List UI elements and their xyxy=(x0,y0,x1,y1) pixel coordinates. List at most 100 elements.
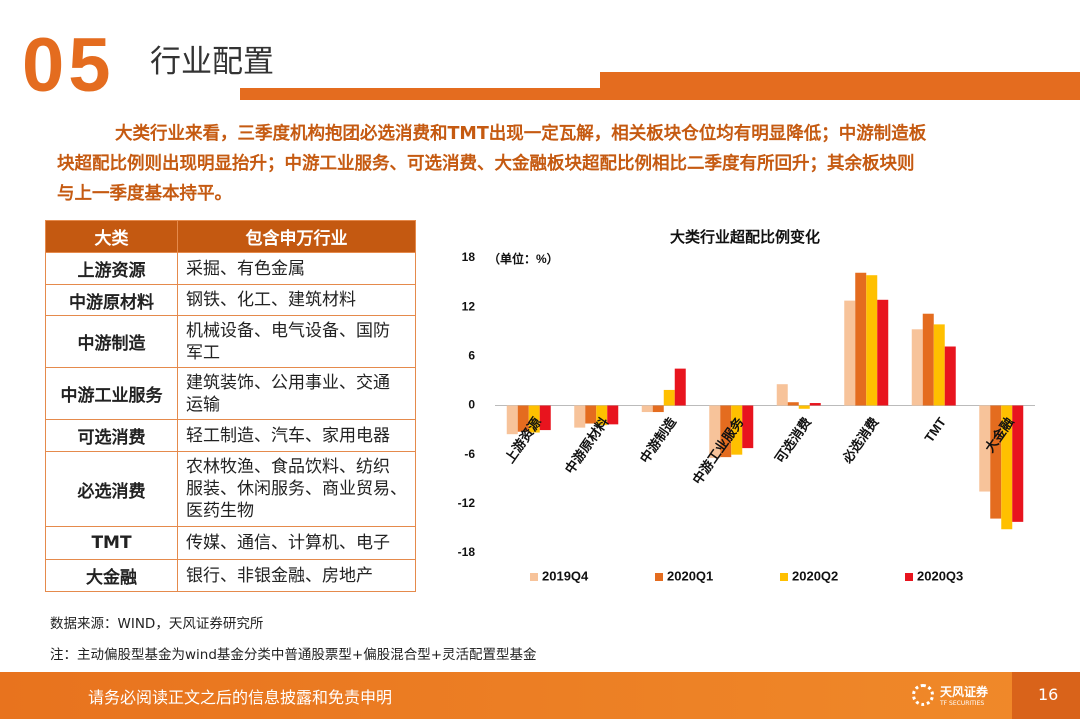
category-cell: 中游工业服务 xyxy=(45,367,178,420)
bar xyxy=(663,389,675,406)
industries-cell: 采掘、有色金属 xyxy=(177,252,416,285)
bar xyxy=(506,405,518,435)
industries-cell: 机械设备、电气设备、国防 军工 xyxy=(177,315,416,368)
cell-line: 军工 xyxy=(186,342,220,363)
legend-swatch xyxy=(655,573,663,581)
bar xyxy=(517,405,529,432)
title-bar xyxy=(600,72,1080,100)
y-tick-label: -12 xyxy=(458,496,476,510)
bar xyxy=(720,405,732,458)
category-cell: 可选消费 xyxy=(45,419,178,452)
logo-text: 天风证券 xyxy=(940,685,989,699)
cell-line: 服装、休闲服务、商业贸易、 xyxy=(186,479,407,499)
bar xyxy=(990,405,1002,519)
x-tick-label: 中游原材料 xyxy=(562,415,612,477)
legend-swatch xyxy=(780,573,788,581)
bar xyxy=(844,300,856,406)
cell-line: 机械设备、电气设备、国防 xyxy=(186,320,390,341)
industries-cell: 钢铁、化工、建筑材料 xyxy=(177,284,416,316)
bar xyxy=(742,405,754,449)
table: 大类 包含申万行业 上游资源 采掘、有色金属 中游原材料 钢铁、化工、建筑材料 中游制造机… xyxy=(45,220,416,592)
legend-label: 2020Q3 xyxy=(917,568,963,583)
bar xyxy=(607,405,619,425)
bar xyxy=(574,405,586,428)
category-cell: TMT xyxy=(45,526,178,560)
bar xyxy=(922,313,934,406)
logo-icon xyxy=(912,684,934,706)
category-cell: 中游原材料 xyxy=(45,284,178,316)
chart-title: 大类行业超配比例变化 xyxy=(670,228,820,246)
bar xyxy=(979,405,991,492)
bar xyxy=(944,346,956,406)
bar xyxy=(674,368,686,406)
source-note: 数据来源：WIND，天风证券研究所 xyxy=(50,616,264,632)
page-number: 16 xyxy=(1038,685,1059,704)
x-tick-label: TMT xyxy=(921,415,949,446)
bar xyxy=(585,405,597,424)
legend-swatch xyxy=(530,573,538,581)
table-row: 必选消费 农林牧渔、食品饮料、纺织 服装、休闲服务、商业贸易、 医药生物 xyxy=(45,451,416,527)
bar xyxy=(652,405,664,413)
y-tick-label: 6 xyxy=(468,349,475,363)
cell-line: 钢铁、化工、建筑材料 xyxy=(186,290,356,310)
bar xyxy=(1012,405,1024,522)
y-tick-label: 18 xyxy=(462,250,476,264)
industries-cell: 建筑装饰、公用事业、交通 运输 xyxy=(177,367,416,420)
bar xyxy=(1001,405,1013,530)
bar xyxy=(709,405,721,458)
bar xyxy=(731,405,743,455)
bar xyxy=(809,403,821,406)
bar xyxy=(798,405,810,409)
bar xyxy=(776,384,788,406)
cell-line: 医药生物 xyxy=(186,501,254,521)
table-row: 中游原材料 钢铁、化工、建筑材料 xyxy=(45,284,416,316)
cell-line: 建筑装饰、公用事业、交通 xyxy=(186,372,390,393)
bar xyxy=(933,324,945,406)
category-cell: 上游资源 xyxy=(45,252,178,285)
bar xyxy=(855,272,867,406)
x-tick-label: 必选消费 xyxy=(839,415,882,467)
footer-band xyxy=(0,672,1080,719)
cell-line: 农林牧渔、食品饮料、纺织 xyxy=(186,457,390,477)
category-cell: 必选消费 xyxy=(45,451,178,527)
slide-title: 行业配置 xyxy=(150,44,274,80)
column-header: 大类 xyxy=(45,220,178,253)
table-row: 中游工业服务 建筑装饰、公用事业、交通 运输 xyxy=(45,367,416,420)
legend-label: 2020Q1 xyxy=(667,568,713,583)
y-tick-label: 12 xyxy=(462,299,476,313)
bar xyxy=(528,405,540,433)
table-row: 大金融 银行、非银金融、房地产 xyxy=(45,559,416,592)
bar xyxy=(539,405,551,431)
cell-line: 轻工制造、汽车、家用电器 xyxy=(186,425,390,446)
legend-swatch xyxy=(905,573,913,581)
cell-line: 采掘、有色金属 xyxy=(186,258,305,279)
legend-label: 2020Q2 xyxy=(792,568,838,583)
industries-cell: 银行、非银金融、房地产 xyxy=(177,559,416,592)
bar xyxy=(866,275,878,406)
bar xyxy=(787,402,799,406)
table-row: 上游资源 采掘、有色金属 xyxy=(45,252,416,285)
disclaimer: 请务必阅读正文之后的信息披露和免责申明 xyxy=(88,688,393,707)
y-tick-label: 0 xyxy=(468,398,475,412)
y-tick-label: -6 xyxy=(464,447,475,461)
footnote: 注：主动偏股型基金为wind基金分类中普通股票型+偏股混合型+灵活配置型基金 xyxy=(50,647,537,663)
bar xyxy=(911,329,923,406)
category-cell: 大金融 xyxy=(45,559,178,592)
category-cell: 中游制造 xyxy=(45,315,178,368)
y-tick-label: -18 xyxy=(458,545,476,559)
cell-line: 运输 xyxy=(186,394,220,415)
bar xyxy=(596,405,608,426)
logo-subtext: TF SECURITIES xyxy=(940,700,985,707)
text-line: 块超配比例则出现明显抬升；中游工业服务、可选消费、大金融板块超配比例相比二季度有… xyxy=(57,154,915,174)
text-line: 与上一季度基本持平。 xyxy=(57,184,232,204)
industries-cell: 农林牧渔、食品饮料、纺织 服装、休闲服务、商业贸易、 医药生物 xyxy=(177,451,416,527)
cell-line: 银行、非银金融、房地产 xyxy=(186,565,373,586)
x-tick-label: 中游制造 xyxy=(637,414,680,466)
page-box xyxy=(1012,672,1080,719)
cell-line: 传媒、通信、计算机、电子 xyxy=(186,533,390,553)
section-number: 05 xyxy=(22,23,115,108)
bar xyxy=(877,299,889,406)
column-header: 包含申万行业 xyxy=(177,220,416,253)
unit-label: （单位：%） xyxy=(488,251,559,266)
